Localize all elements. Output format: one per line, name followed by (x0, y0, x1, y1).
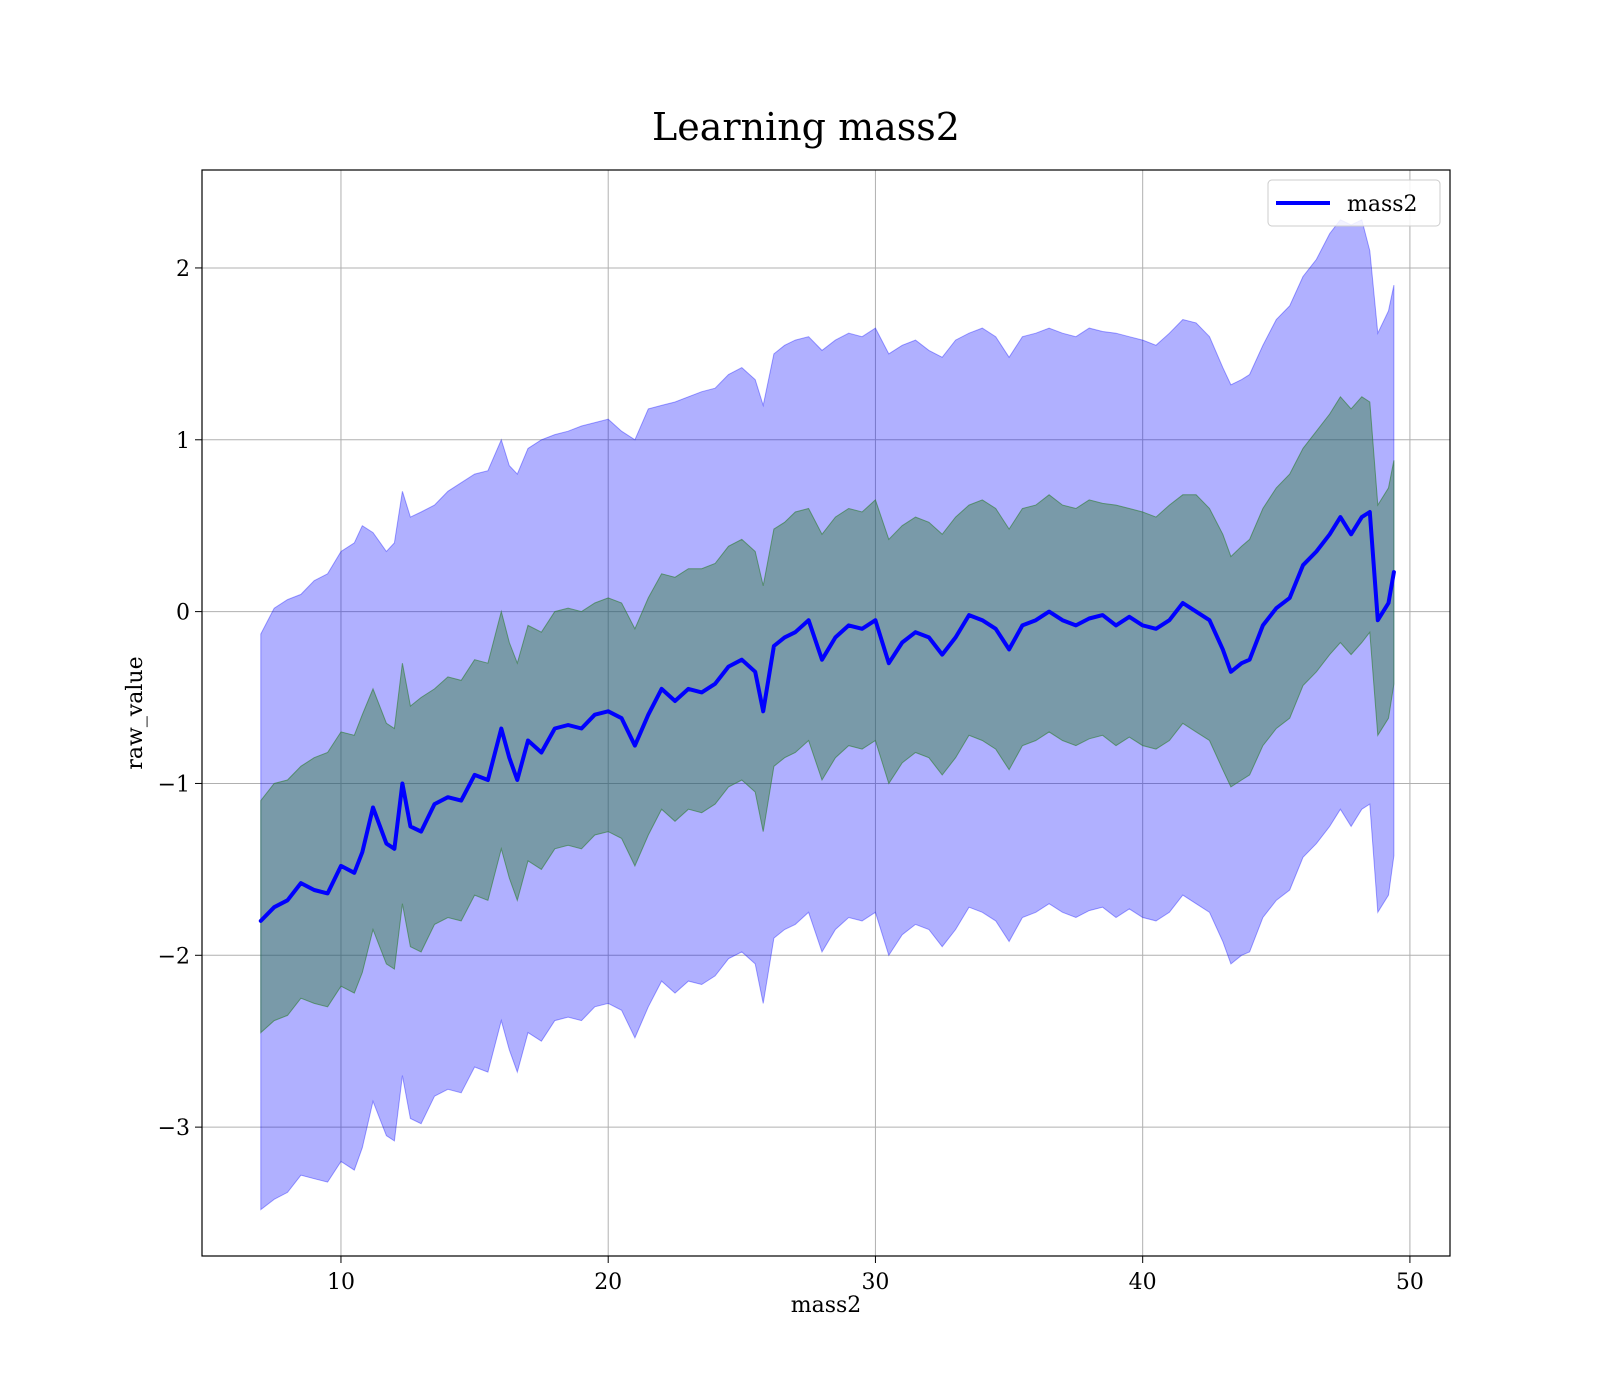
legend: mass2 (1267, 179, 1441, 227)
plot-frame (201, 169, 1451, 1257)
y-axis-ticks: 2 1 0 −1 −2 −3 (158, 257, 202, 1141)
y-tick-label: 1 (176, 429, 190, 454)
x-axis-label: mass2 (791, 1293, 862, 1318)
inner-confidence-band (260, 395, 1395, 1034)
x-tick-label: 50 (1396, 1270, 1424, 1295)
x-tick-label: 30 (861, 1270, 889, 1295)
x-tick-label: 10 (327, 1270, 355, 1295)
x-tick-label: 40 (1129, 1270, 1157, 1295)
confidence-bands (260, 219, 1395, 1211)
y-axis-label: raw_value (123, 656, 148, 769)
outer-confidence-band (260, 219, 1395, 1211)
series-lines (258, 510, 1396, 923)
y-tick-label: 0 (176, 601, 190, 626)
series-line-mass2 (258, 510, 1396, 923)
legend-box (1267, 179, 1441, 227)
x-tick-label: 20 (594, 1270, 622, 1295)
x-axis-ticks: 10 20 30 40 50 (327, 1256, 1424, 1295)
y-tick-label: −1 (158, 772, 190, 797)
y-tick-label: −2 (158, 944, 190, 969)
y-tick-label: −3 (158, 1116, 190, 1141)
y-tick-label: 2 (176, 257, 190, 282)
legend-label: mass2 (1347, 192, 1418, 217)
chart-title: Learning mass2 (652, 105, 960, 149)
